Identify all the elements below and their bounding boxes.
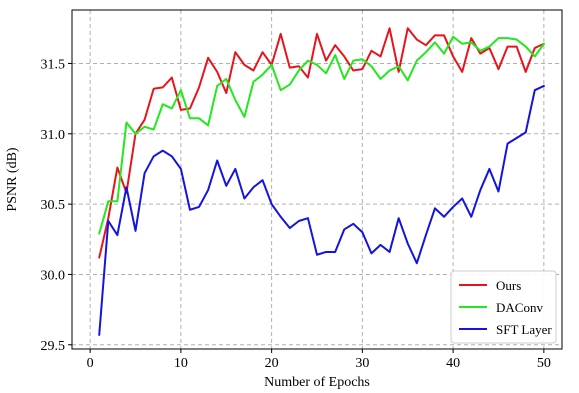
x-tick-label: 30 xyxy=(355,356,369,371)
legend: Ours DAConv SFT Layer xyxy=(450,270,557,344)
series-line-ours xyxy=(98,27,545,259)
legend-label: SFT Layer xyxy=(496,322,552,337)
series-lines xyxy=(98,27,545,336)
axis-ticks: 0 10 20 30 40 50 29.5 30.0 30.5 31.0 31.5 xyxy=(41,57,551,371)
y-tick-label: 30.0 xyxy=(41,268,66,283)
y-tick-label: 30.5 xyxy=(41,198,66,213)
x-tick-label: 0 xyxy=(87,356,94,371)
y-axis-label: PSNR (dB) xyxy=(5,147,20,212)
x-tick-label: 20 xyxy=(265,356,279,371)
y-tick-label: 29.5 xyxy=(41,339,66,354)
series-line-daconv xyxy=(98,35,545,235)
plot-frame xyxy=(71,9,563,350)
legend-box xyxy=(450,270,557,344)
x-axis-label: Number of Epochs xyxy=(264,375,370,390)
legend-label: Ours xyxy=(496,278,521,293)
y-tick-label: 31.0 xyxy=(41,128,66,143)
series-line-sft-layer xyxy=(98,84,545,336)
x-tick-label: 10 xyxy=(174,356,188,371)
x-tick-label: 40 xyxy=(446,356,460,371)
legend-label: DAConv xyxy=(496,300,543,315)
y-tick-label: 31.5 xyxy=(41,57,66,72)
x-tick-label: 50 xyxy=(537,356,551,371)
